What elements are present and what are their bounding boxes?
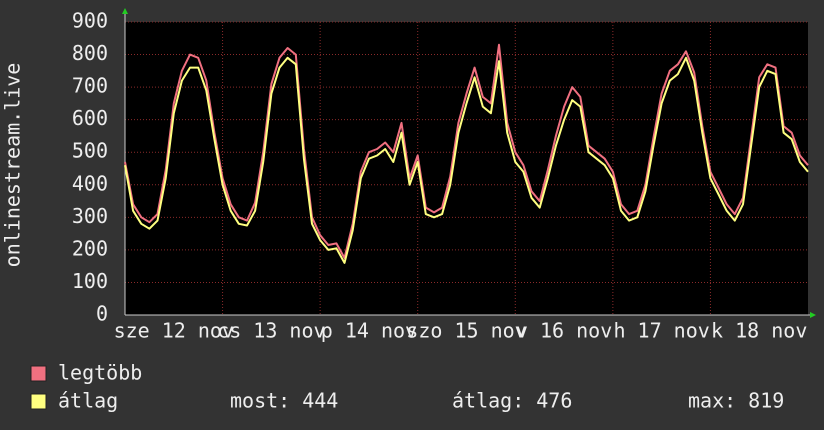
- y-tick-label: 0: [96, 302, 108, 326]
- x-tick-label: p 14 nov: [321, 319, 417, 343]
- y-tick-label: 500: [72, 139, 108, 163]
- legend-swatch: [30, 365, 47, 382]
- stat-value: 444: [302, 389, 338, 413]
- x-tick-label: k 18 nov: [711, 319, 807, 343]
- y-tick-label: 900: [72, 9, 108, 33]
- x-tick-label: cs 13 nov: [217, 319, 325, 343]
- y-tick-label: 700: [72, 74, 108, 98]
- x-tick-label: szo 15 nov: [406, 319, 526, 343]
- y-tick-label: 400: [72, 171, 108, 195]
- stat-value: 819: [748, 389, 784, 413]
- series-line: [124, 43, 809, 259]
- y-tick-label: 800: [72, 41, 108, 65]
- y-axis-label: onlinestream.live: [1, 63, 25, 268]
- x-tick-label: sze 12 nov: [114, 319, 234, 343]
- plot-area: [125, 22, 808, 315]
- y-tick-label: 100: [72, 269, 108, 293]
- y-tick-label: 300: [72, 204, 108, 228]
- axis-arrow: [122, 8, 128, 14]
- stat-label: most:: [230, 389, 290, 413]
- x-tick-label: h 17 nov: [613, 319, 709, 343]
- legend-swatch: [30, 393, 47, 410]
- x-tick-label: v 16 nov: [516, 319, 612, 343]
- stat-label: max:: [688, 389, 736, 413]
- series-line: [124, 56, 809, 264]
- axis-arrow: [810, 312, 816, 318]
- legend-label: átlag: [58, 389, 118, 413]
- y-tick-label: 200: [72, 236, 108, 260]
- y-tick-label: 600: [72, 106, 108, 130]
- legend-label: legtöbb: [58, 361, 142, 385]
- stat-label: átlag:: [452, 389, 524, 413]
- stat-value: 476: [536, 389, 572, 413]
